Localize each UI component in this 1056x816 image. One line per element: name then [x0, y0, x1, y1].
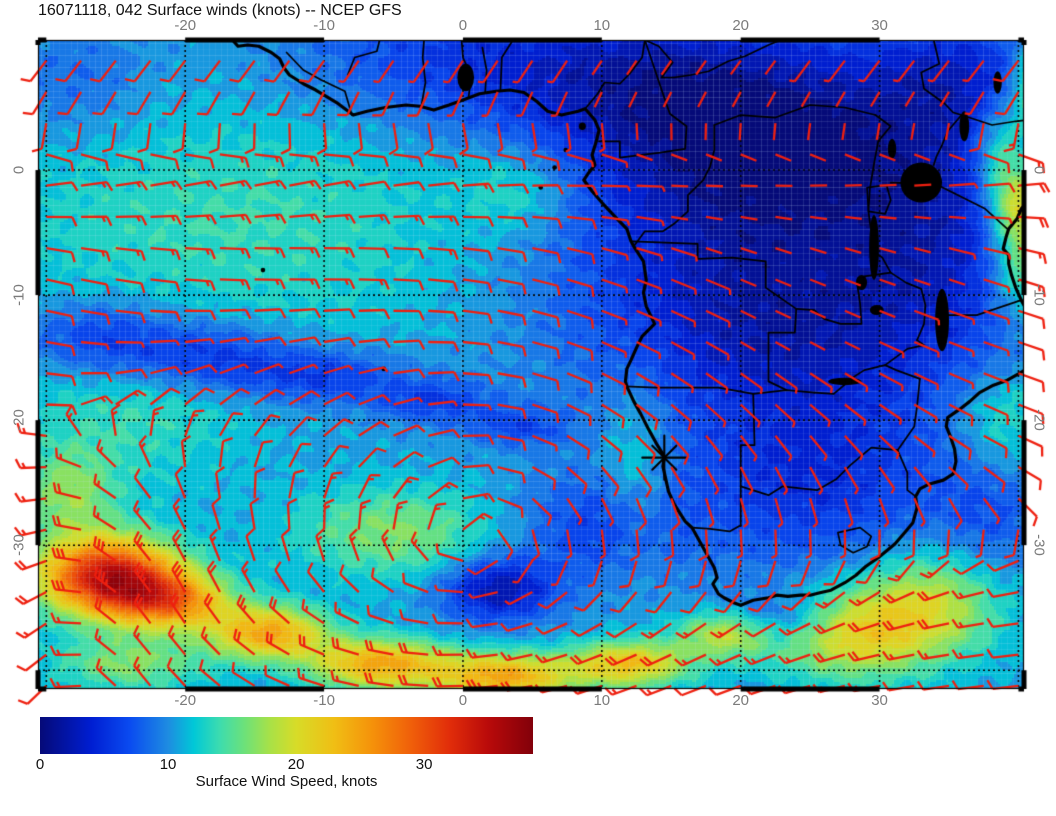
- y-axis-tick-label-left: -30: [10, 534, 28, 557]
- colorbar: 0 10 20 30 Surface Wind Speed, knots: [36, 717, 533, 790]
- x-axis-tick-label-bottom: -10: [313, 692, 335, 709]
- x-axis-tick-label-bottom: 20: [732, 692, 750, 709]
- y-axis-tick-label-left: -20: [10, 409, 28, 431]
- plot-title: 16071118, 042 Surface winds (knots) -- N…: [38, 2, 402, 19]
- y-axis-tick-label-left: 0: [10, 165, 28, 175]
- colorbar-ticks: 0 10 20 30: [36, 754, 533, 773]
- x-axis-tick-label-bottom: 10: [593, 692, 611, 709]
- x-axis-tick-label-bottom: 30: [871, 692, 888, 709]
- y-axis-tick-label-right: -10: [1030, 284, 1048, 306]
- y-axis-tick-label-right: -30: [1030, 534, 1048, 557]
- colorbar-tick-label: 30: [415, 756, 433, 773]
- colorbar-tick-label: 10: [159, 756, 177, 773]
- x-axis-tick-label-top: -20: [174, 17, 197, 34]
- x-axis-tick-label-top: 20: [732, 17, 750, 34]
- x-axis-tick-label-bottom: -20: [174, 692, 197, 709]
- colorbar-label: Surface Wind Speed, knots: [195, 773, 378, 790]
- y-axis-tick-label-right: 0: [1030, 165, 1048, 175]
- x-axis-tick-label-top: 0: [458, 17, 468, 34]
- colorbar-tick-label: 20: [287, 756, 305, 773]
- y-axis-tick-label-left: -10: [10, 284, 28, 306]
- x-axis-tick-label-bottom: 0: [458, 692, 468, 709]
- colorbar-gradient: [40, 717, 533, 754]
- x-axis-tick-label-top: 30: [871, 17, 888, 34]
- x-axis-tick-label-top: -10: [313, 17, 335, 34]
- x-axis-tick-label-top: 10: [593, 17, 611, 34]
- colorbar-tick-label: 0: [35, 756, 45, 773]
- y-axis-tick-label-right: -20: [1030, 409, 1048, 431]
